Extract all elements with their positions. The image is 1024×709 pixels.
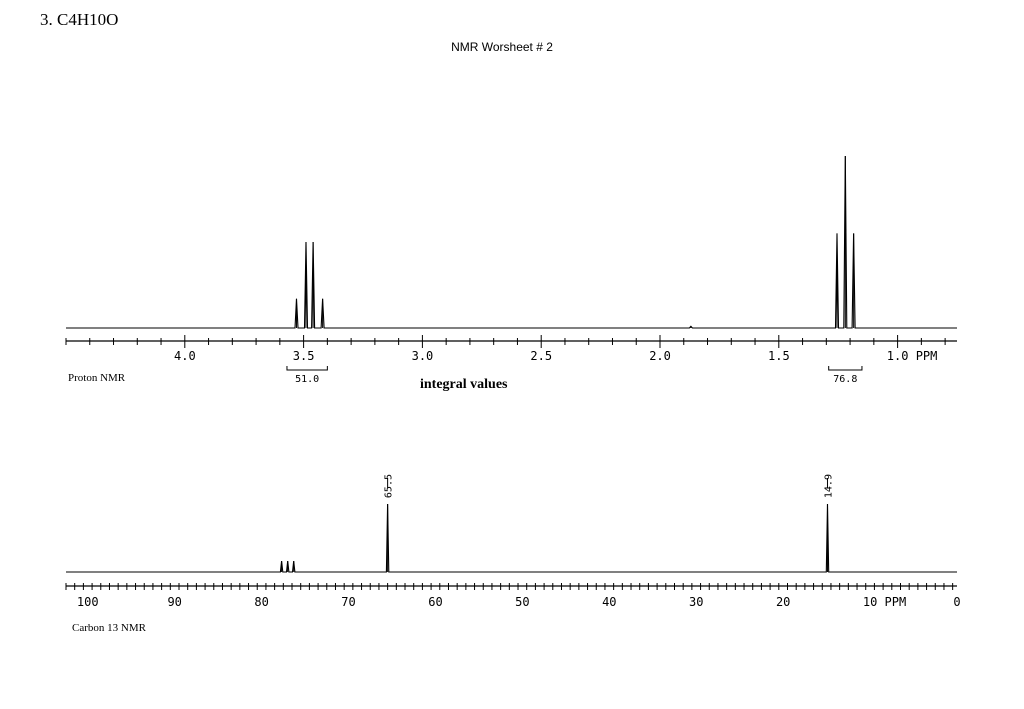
carbon-tick-label: 10 PPM — [863, 595, 906, 609]
integral-values-caption: integral values — [420, 377, 508, 392]
peak-shift-label: 65.5 — [384, 474, 395, 498]
carbon13-nmr-label: Carbon 13 NMR — [72, 622, 146, 634]
proton-tick-label: 3.0 — [412, 349, 434, 363]
carbon-tick-label: 50 — [515, 595, 529, 609]
proton-tick-label: 4.0 — [174, 349, 196, 363]
carbon-tick-label: 80 — [254, 595, 268, 609]
proton-tick-label: 2.0 — [649, 349, 671, 363]
carbon-tick-label: 60 — [428, 595, 442, 609]
worksheet-title: NMR Worsheet # 2 — [451, 40, 553, 54]
carbon13-spectrum: 100 90 80 70 60 50 40 30 20 10 PPM 0 65.5 14.9 — [65, 474, 961, 609]
carbon-tick-label: 70 — [341, 595, 355, 609]
proton-nmr-label: Proton NMR — [68, 372, 126, 384]
proton-tick-label: 1.5 — [768, 349, 790, 363]
carbon-spectrum-trace — [66, 503, 957, 573]
carbon-tick-label: 90 — [167, 595, 181, 609]
problem-formula: 3. C4H10O — [40, 10, 119, 29]
integral-bracket — [828, 366, 863, 371]
integral-value: 51.0 — [295, 374, 319, 385]
proton-tick-label: 1.0 PPM — [887, 349, 938, 363]
integral-value: 76.8 — [833, 374, 857, 385]
peak-shift-label: 14.9 — [823, 474, 834, 498]
proton-tick-label: 2.5 — [530, 349, 552, 363]
integral-bracket — [286, 366, 328, 371]
proton-spectrum-trace — [66, 155, 957, 329]
carbon-tick-label: 40 — [602, 595, 616, 609]
carbon-tick-label: 20 — [776, 595, 790, 609]
carbon-tick-label: 0 — [953, 595, 960, 609]
carbon-tick-label: 30 — [689, 595, 703, 609]
carbon-tick-label: 100 — [77, 595, 99, 609]
proton-tick-label: 3.5 — [293, 349, 315, 363]
proton-spectrum: 4.0 3.5 3.0 2.5 2.0 1.5 1.0 PPM 51.0 76.8 — [65, 155, 957, 385]
